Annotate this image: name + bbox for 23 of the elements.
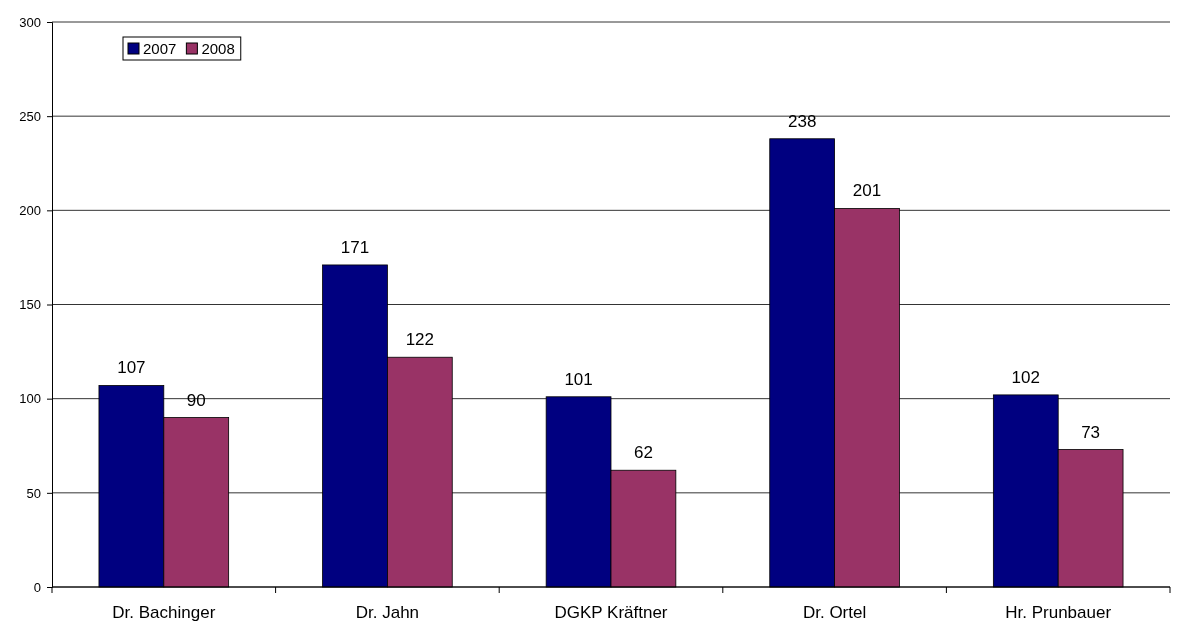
y-tick-label: 200: [19, 202, 41, 218]
y-tick-label: 0: [33, 579, 41, 595]
x-tick-label: Dr. Ortel: [802, 603, 867, 622]
y-tick-label: 150: [19, 297, 41, 313]
x-tick-label: Dr. Jahn: [355, 603, 420, 622]
data-label: 107: [117, 358, 146, 378]
data-label: 122: [405, 330, 435, 350]
data-label: 101: [564, 369, 593, 389]
y-tick-label: 50: [26, 485, 41, 501]
legend-label: 2007: [143, 40, 177, 57]
y-tick-label: 300: [19, 14, 41, 30]
x-tick-label: Dr. Bachinger: [112, 603, 216, 622]
data-label: 171: [340, 237, 370, 257]
y-tick-label: 100: [19, 391, 41, 407]
data-label: 62: [633, 443, 653, 463]
data-label: 102: [1011, 367, 1040, 387]
data-label: 73: [1081, 422, 1101, 442]
x-tick-label: Hr. Prunbauer: [1005, 603, 1112, 622]
data-label: 201: [852, 181, 882, 201]
data-label: 238: [787, 111, 817, 131]
legend-label: 2008: [201, 40, 235, 57]
x-tick-label: DGKP Kräftner: [554, 603, 668, 622]
y-tick-label: 250: [19, 108, 41, 124]
